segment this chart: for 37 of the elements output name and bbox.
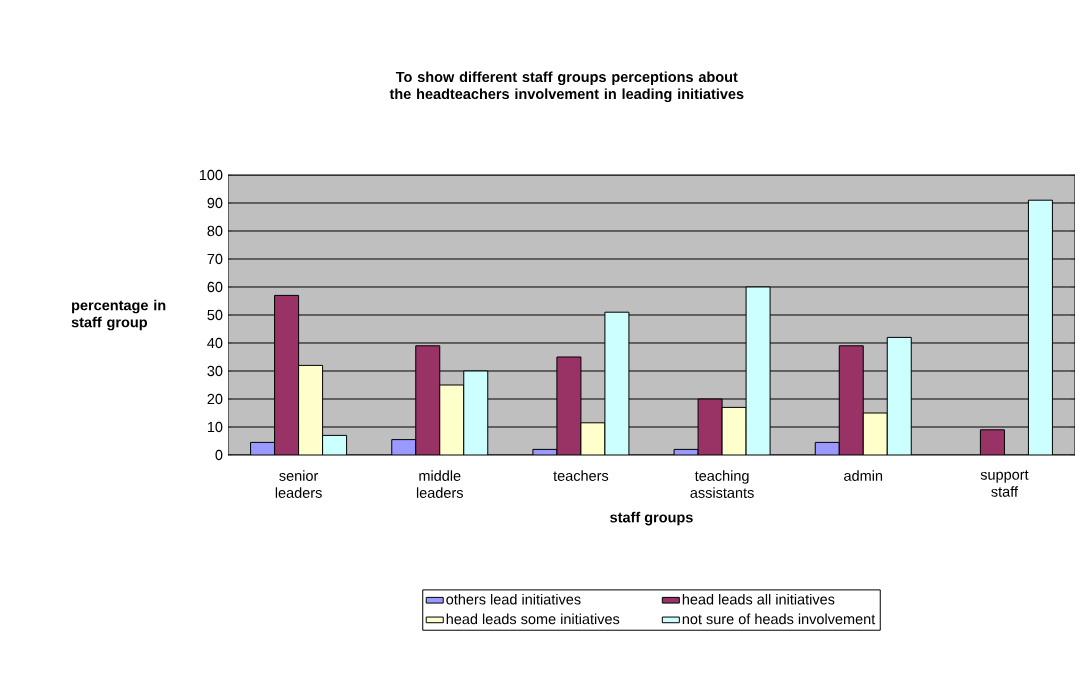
- bar: [979, 429, 1005, 455]
- x-tick-label: senior leaders: [275, 470, 322, 498]
- bar: [274, 294, 300, 455]
- x-tick-label: middle leaders: [416, 470, 463, 498]
- legend-label: others lead initiatives: [446, 593, 581, 605]
- bar: [1027, 199, 1053, 455]
- bar: [745, 286, 771, 455]
- bar: [604, 311, 630, 455]
- bar: [862, 412, 888, 455]
- y-tick-label: 0: [215, 449, 223, 461]
- legend-label: not sure of heads involvement: [682, 613, 876, 625]
- bar: [415, 345, 441, 455]
- bar: [556, 356, 582, 455]
- x-tick-label: teachers: [553, 470, 609, 481]
- y-tick-label: 80: [207, 225, 223, 237]
- chart-title: To show different staff groups perceptions about the headteachers involvement in leading initiatives: [389, 71, 744, 102]
- bar: [463, 370, 489, 455]
- y-tick-label: 50: [207, 309, 223, 321]
- x-tick-label: support staff: [980, 470, 1029, 497]
- bar: [886, 336, 912, 455]
- y-tick-label: 60: [207, 281, 223, 293]
- x-tick-label: teaching assistants: [690, 470, 754, 498]
- x-tick-label: admin: [844, 470, 883, 481]
- y-tick-label: 40: [207, 337, 223, 349]
- y-tick-label: 20: [207, 393, 223, 405]
- x-axis-title: staff groups: [610, 511, 693, 526]
- bar: [838, 345, 864, 455]
- legend-label: head leads some initiatives: [446, 613, 620, 625]
- bar: [298, 364, 324, 455]
- bar: [439, 384, 465, 455]
- legend-label: head leads all initiatives: [682, 593, 835, 605]
- y-tick-label: 10: [207, 421, 223, 433]
- y-tick-label: 100: [199, 169, 223, 181]
- y-tick-label: 30: [207, 365, 223, 377]
- y-tick-label: 90: [207, 197, 223, 209]
- y-axis-title: percentage in staff group: [71, 299, 166, 331]
- y-tick-label: 70: [207, 253, 223, 265]
